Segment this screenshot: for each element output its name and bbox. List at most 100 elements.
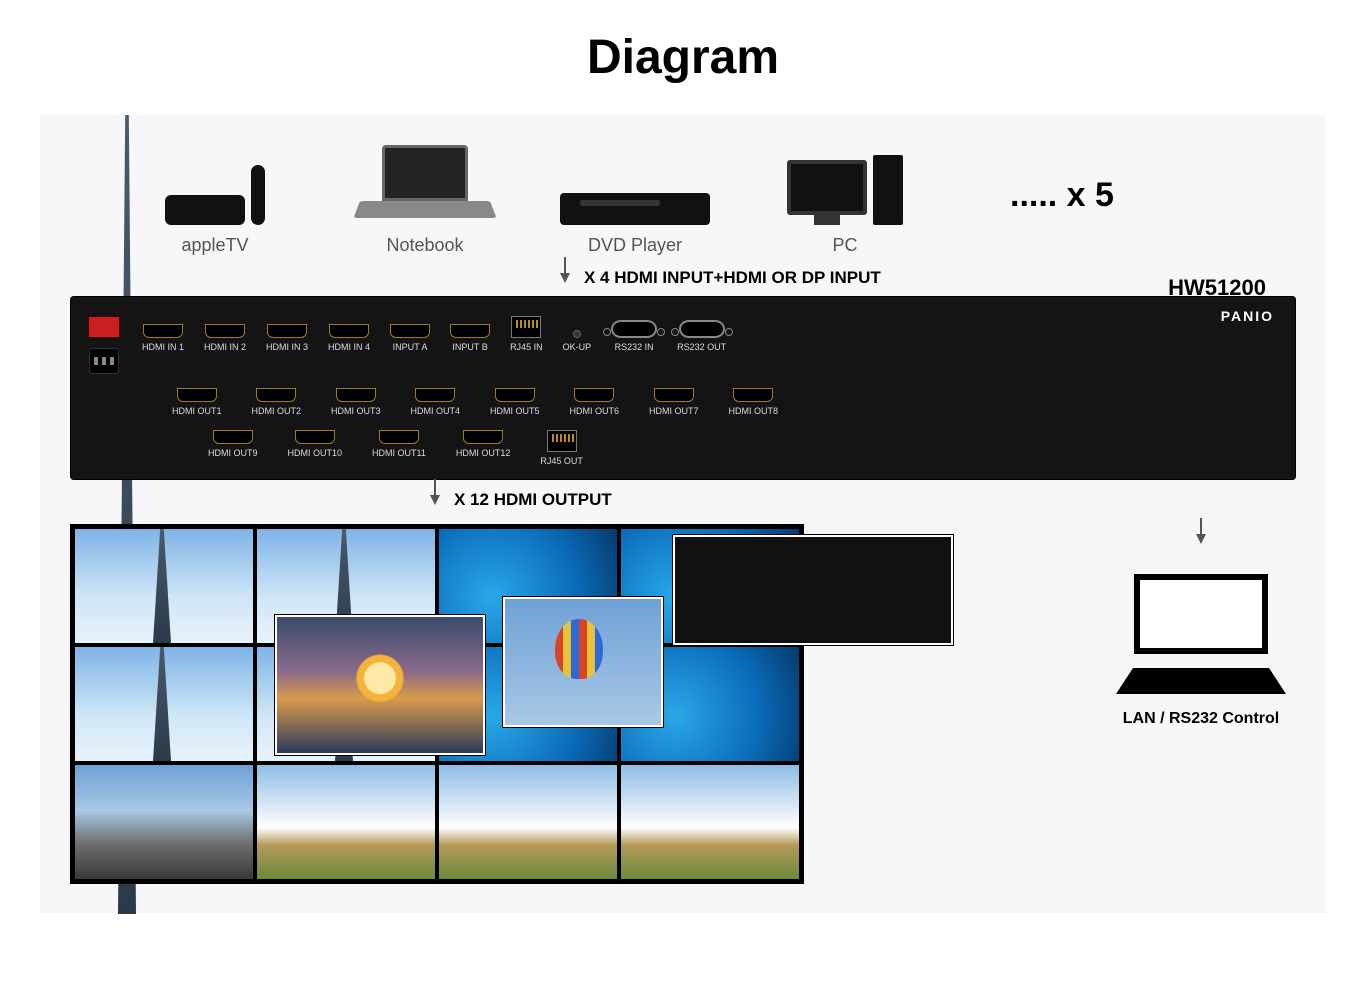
source-appletv: appleTV — [130, 135, 300, 256]
okup-port-icon — [573, 330, 581, 338]
hdmi-port-icon — [463, 430, 503, 444]
video-wall-pip — [673, 535, 953, 645]
power-inlet-icon — [89, 348, 119, 374]
port-hdmi-in-2: HDMI IN 2 — [204, 324, 246, 352]
port-label: HDMI IN 2 — [204, 342, 246, 352]
port-rs232-out: RS232 OUT — [677, 320, 726, 352]
port-hdmi-out7: HDMI OUT7 — [649, 388, 699, 416]
hdmi-port-icon — [267, 324, 307, 338]
control-laptop-icon — [1116, 574, 1286, 694]
serial-port-icon — [611, 320, 657, 338]
dvd-icon — [560, 193, 710, 225]
port-label: OK-UP — [563, 342, 592, 352]
panel-row-1: HDMI IN 1HDMI IN 2HDMI IN 3HDMI IN 4INPU… — [88, 316, 1278, 374]
port-hdmi-out1: HDMI OUT1 — [172, 388, 222, 416]
arrow-down-icon — [560, 273, 570, 283]
remote-icon — [251, 165, 265, 225]
video-wall-tile — [437, 763, 619, 881]
port-label: HDMI OUT12 — [456, 448, 511, 458]
hdmi-port-icon — [733, 388, 773, 402]
bottom-section: LAN / RS232 Control — [70, 524, 1296, 884]
input-arrow-label: X 4 HDMI INPUT+HDMI OR DP INPUT — [584, 268, 881, 288]
port-hdmi-out3: HDMI OUT3 — [331, 388, 381, 416]
source-dvd: DVD Player — [550, 135, 720, 256]
pc-icon — [787, 155, 903, 225]
hdmi-port-icon — [654, 388, 694, 402]
control-label: LAN / RS232 Control — [1123, 710, 1279, 728]
hdmi-port-icon — [143, 324, 183, 338]
video-wall-tile — [73, 527, 255, 645]
rj45-port-icon — [511, 316, 541, 338]
diagram-canvas: appleTV Notebook DVD Player PC ..... x 5… — [40, 115, 1326, 914]
hdmi-port-icon — [450, 324, 490, 338]
power-block — [88, 316, 120, 374]
source-label: appleTV — [181, 235, 248, 256]
source-multiplier: ..... x 5 — [1010, 176, 1114, 215]
video-wall-tile — [73, 645, 255, 763]
hdmi-port-icon — [256, 388, 296, 402]
port-label: HDMI IN 3 — [266, 342, 308, 352]
brand-label: PANIO — [1221, 308, 1274, 324]
source-label: Notebook — [386, 235, 463, 256]
port-label: HDMI OUT3 — [331, 406, 381, 416]
port-ok-up: OK-UP — [563, 330, 592, 352]
video-wall — [70, 524, 804, 884]
rj45-port-icon — [547, 430, 577, 452]
power-switch-icon — [88, 316, 120, 338]
appletv-icon — [165, 195, 245, 225]
hdmi-port-icon — [379, 430, 419, 444]
hdmi-port-icon — [205, 324, 245, 338]
arrow-down-icon — [430, 495, 440, 505]
hdmi-port-icon — [574, 388, 614, 402]
source-label: DVD Player — [588, 235, 682, 256]
port-hdmi-out12: HDMI OUT12 — [456, 430, 511, 466]
port-hdmi-in-4: HDMI IN 4 — [328, 324, 370, 352]
video-wall-tile — [619, 763, 801, 881]
device-rear-panel: PANIO HDMI IN 1HDMI IN 2HDMI IN 3HDMI IN… — [70, 296, 1296, 480]
source-pc: PC — [760, 135, 930, 256]
laptop-icon — [360, 145, 490, 225]
port-label: INPUT A — [393, 342, 428, 352]
video-wall-tile — [73, 763, 255, 881]
hdmi-port-icon — [295, 430, 335, 444]
port-label: HDMI OUT8 — [729, 406, 779, 416]
port-hdmi-out5: HDMI OUT5 — [490, 388, 540, 416]
serial-port-icon — [679, 320, 725, 338]
hdmi-port-icon — [329, 324, 369, 338]
port-label: HDMI OUT2 — [252, 406, 302, 416]
port-hdmi-out10: HDMI OUT10 — [288, 430, 343, 466]
port-hdmi-out8: HDMI OUT8 — [729, 388, 779, 416]
source-notebook: Notebook — [340, 135, 510, 256]
port-label: HDMI OUT10 — [288, 448, 343, 458]
hdmi-port-icon — [336, 388, 376, 402]
port-rs232-in: RS232 IN — [611, 320, 657, 352]
panel-row-3: HDMI OUT9 HDMI OUT10 HDMI OUT11 HDMI OUT12 R… — [88, 430, 1278, 466]
port-label: HDMI OUT5 — [490, 406, 540, 416]
port-label: HDMI OUT1 — [172, 406, 222, 416]
hdmi-port-icon — [177, 388, 217, 402]
port-input-a: INPUT A — [390, 324, 430, 352]
port-label: RJ45 OUT — [540, 456, 583, 466]
port-label: RS232 IN — [615, 342, 654, 352]
page-title: Diagram — [40, 30, 1326, 85]
port-rj45-in: RJ45 IN — [510, 316, 543, 352]
port-rj45-out: RJ45 OUT — [540, 430, 583, 466]
port-hdmi-in-3: HDMI IN 3 — [266, 324, 308, 352]
video-wall-tile — [255, 763, 437, 881]
port-label: HDMI OUT6 — [570, 406, 620, 416]
hdmi-port-icon — [495, 388, 535, 402]
panel-row-2: HDMI OUT1 HDMI OUT2 HDMI OUT3 HDMI OUT4 HDMI… — [88, 388, 1278, 416]
port-hdmi-out9: HDMI OUT9 — [208, 430, 258, 466]
output-arrow-row: X 12 HDMI OUTPUT — [430, 490, 1296, 510]
port-label: HDMI OUT11 — [372, 448, 426, 458]
port-label: HDMI IN 4 — [328, 342, 370, 352]
video-wall-pip — [275, 615, 485, 755]
port-label: HDMI OUT7 — [649, 406, 699, 416]
source-label: PC — [832, 235, 857, 256]
port-label: INPUT B — [452, 342, 487, 352]
control-block: LAN / RS232 Control — [1116, 524, 1286, 728]
port-hdmi-out11: HDMI OUT11 — [372, 430, 426, 466]
output-arrow-label: X 12 HDMI OUTPUT — [454, 490, 612, 510]
port-hdmi-out4: HDMI OUT4 — [411, 388, 461, 416]
port-hdmi-out6: HDMI OUT6 — [570, 388, 620, 416]
